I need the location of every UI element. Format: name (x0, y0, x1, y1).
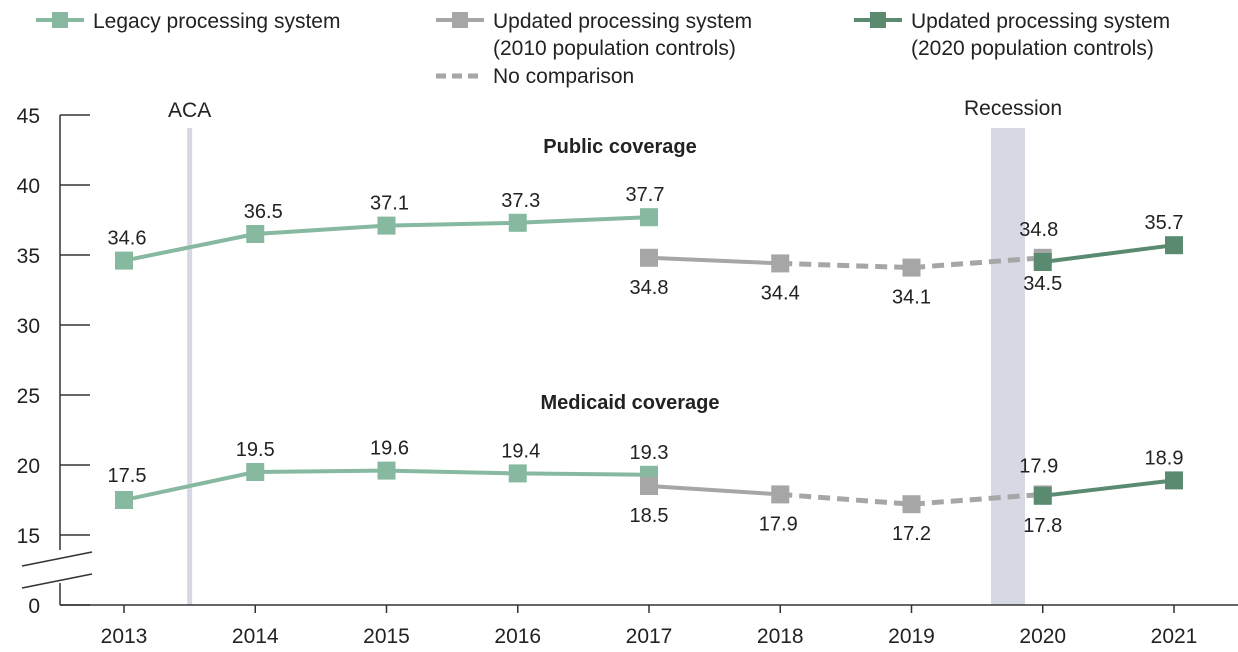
legend-item-legacy: Legacy processing system (36, 10, 340, 33)
point-public-updated2020 (1033, 253, 1052, 271)
data-label-medicaid: 19.3 (630, 442, 669, 464)
legend-swatch (452, 12, 468, 28)
data-label-public: 34.1 (892, 287, 931, 309)
annotation-layer (187, 128, 1025, 605)
aca-label: ACA (168, 99, 211, 122)
point-medicaid-legacy (246, 463, 265, 481)
data-label-public: 37.1 (370, 193, 409, 215)
x-tick-label: 2017 (626, 625, 673, 648)
data-label-medicaid: 19.6 (370, 438, 409, 460)
aca-marker (187, 128, 193, 605)
legend-label-updated-2020-line2: (2020 population controls) (911, 37, 1154, 60)
legend-item-updated-2010: Updated processing system (2010 populati… (436, 10, 752, 60)
legend-label-updated-2010-line2: (2010 population controls) (493, 37, 736, 60)
recession-label: Recession (964, 97, 1062, 120)
y-tick-label: 25 (17, 385, 40, 408)
legend-swatch (870, 12, 886, 28)
y-tick-label: 15 (17, 525, 40, 548)
y-tick-label: 40 (17, 175, 40, 198)
point-medicaid-updated2010 (640, 477, 658, 495)
data-label-medicaid: 17.9 (759, 513, 798, 535)
y-tick-label: 30 (17, 315, 40, 338)
y-tick-label: 0 (28, 595, 40, 618)
data-label-medicaid: 18.5 (630, 505, 669, 527)
x-tick-label: 2020 (1019, 625, 1066, 648)
data-label-public: 34.5 (1023, 273, 1062, 295)
data-label-medicaid: 17.5 (108, 465, 147, 487)
series-public-no-comparison (780, 255, 1043, 271)
legend-label-legacy: Legacy processing system (93, 10, 340, 33)
data-label-medicaid: 18.9 (1145, 447, 1184, 469)
data-label-public: 34.4 (761, 282, 800, 304)
x-tick-label: 2016 (494, 625, 541, 648)
x-tick-label: 2019 (888, 625, 935, 648)
data-label-medicaid: 19.4 (501, 440, 540, 462)
point-medicaid-updated2020 (1033, 486, 1052, 505)
point-public-updated2010 (902, 258, 921, 277)
axis-break-mark (21, 551, 93, 567)
legend-item-no-comparison: No comparison (436, 65, 634, 88)
x-tick-label: 2015 (363, 625, 410, 648)
y-tick-label: 45 (17, 105, 40, 128)
series-medicaid-updated2020 (1042, 478, 1175, 498)
series-medicaid-updated2010 (648, 484, 781, 497)
series-layer (115, 208, 1183, 514)
x-tick-label: 2018 (757, 625, 804, 648)
legend: Legacy processing system Updated process… (36, 10, 1170, 88)
point-public-legacy (377, 216, 396, 235)
point-public-legacy (640, 208, 658, 227)
data-label-public: 36.5 (244, 201, 283, 223)
data-label-public: 37.3 (501, 190, 540, 212)
x-tick-label: 2014 (232, 625, 279, 648)
data-label-medicaid: 19.5 (236, 439, 275, 461)
point-public-updated2020 (1165, 236, 1183, 255)
point-public-updated2010 (640, 248, 658, 267)
point-public-legacy (508, 213, 527, 232)
data-label-public: 34.8 (630, 277, 669, 299)
data-label-medicaid: 17.2 (892, 523, 931, 545)
series-medicaid-no-comparison (780, 491, 1043, 507)
point-public-legacy (115, 251, 133, 270)
recession-band (991, 128, 1025, 605)
panel-title-medicaid: Medicaid coverage (541, 392, 720, 414)
y-tick-label: 20 (17, 455, 40, 478)
data-label-public: 34.8 (1019, 219, 1058, 241)
y-tick-label: 35 (17, 245, 40, 268)
point-medicaid-legacy (115, 491, 133, 509)
legend-label-updated-2020-line1: Updated processing system (911, 10, 1170, 33)
legend-swatch (52, 12, 68, 28)
data-label-public: 35.7 (1145, 212, 1184, 234)
data-label-public: 37.7 (626, 184, 665, 206)
panel-title-public: Public coverage (543, 136, 696, 158)
legend-label-no-comparison: No comparison (493, 65, 634, 88)
axes: 0 15 20 25 30 35 40 45 2013 2014 2015 2016 2017 2018 2… (17, 105, 1238, 648)
legend-item-updated-2020: Updated processing system (2020 populati… (854, 10, 1170, 60)
point-public-legacy (246, 225, 265, 243)
point-medicaid-legacy (508, 464, 527, 483)
data-label-medicaid: 17.9 (1019, 455, 1058, 477)
point-medicaid-updated2020 (1165, 471, 1183, 490)
labels-layer: ACA Recession Public coverage Medicaid cove… (108, 97, 1184, 545)
series-public-updated2010 (648, 255, 781, 266)
axis-break-mark (21, 573, 93, 589)
point-medicaid-updated2010 (902, 495, 921, 514)
x-tick-label: 2013 (101, 625, 148, 648)
legend-label-updated-2010-line1: Updated processing system (493, 10, 752, 33)
data-label-medicaid: 17.8 (1023, 515, 1062, 537)
point-medicaid-legacy (377, 461, 396, 480)
series-public-updated2020 (1042, 243, 1175, 264)
x-tick-label: 2021 (1151, 625, 1198, 648)
data-label-public: 34.6 (108, 228, 147, 250)
